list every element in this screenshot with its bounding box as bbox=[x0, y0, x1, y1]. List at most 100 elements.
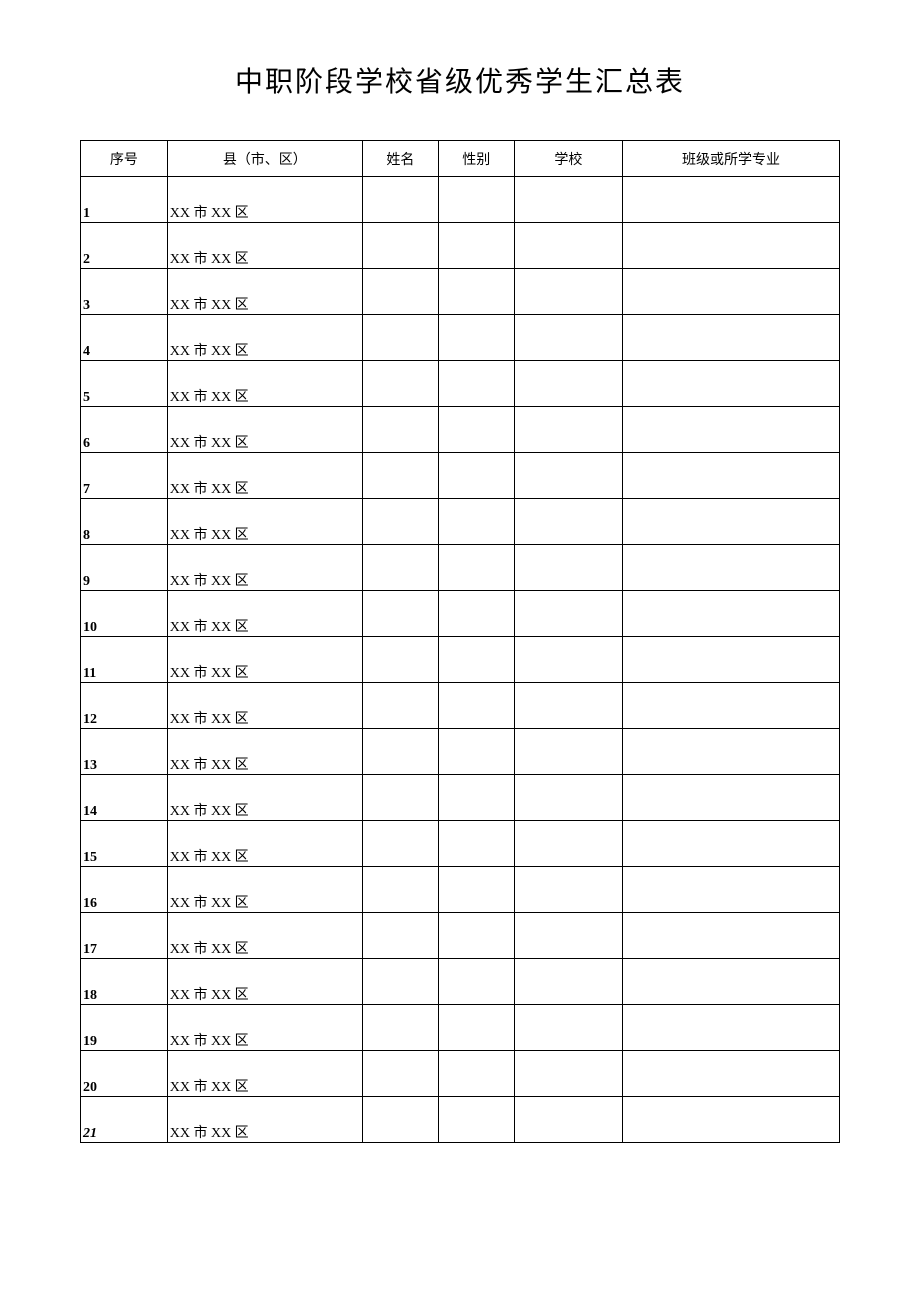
cell-county: XX 市 XX 区 bbox=[167, 453, 362, 499]
cell-major bbox=[623, 1005, 840, 1051]
cell-seq: 8 bbox=[81, 499, 168, 545]
cell-county: XX 市 XX 区 bbox=[167, 177, 362, 223]
cell-seq: 12 bbox=[81, 683, 168, 729]
table-row: 21XX 市 XX 区 bbox=[81, 1097, 840, 1143]
cell-name bbox=[362, 775, 438, 821]
cell-school bbox=[514, 499, 622, 545]
cell-major bbox=[623, 361, 840, 407]
table-row: 13XX 市 XX 区 bbox=[81, 729, 840, 775]
cell-school bbox=[514, 269, 622, 315]
cell-county: XX 市 XX 区 bbox=[167, 407, 362, 453]
cell-seq: 7 bbox=[81, 453, 168, 499]
cell-seq: 4 bbox=[81, 315, 168, 361]
cell-seq: 11 bbox=[81, 637, 168, 683]
cell-gender bbox=[438, 683, 514, 729]
header-name: 姓名 bbox=[362, 141, 438, 177]
cell-seq: 1 bbox=[81, 177, 168, 223]
cell-school bbox=[514, 315, 622, 361]
cell-seq: 21 bbox=[81, 1097, 168, 1143]
cell-school bbox=[514, 223, 622, 269]
cell-seq: 17 bbox=[81, 913, 168, 959]
table-row: 11XX 市 XX 区 bbox=[81, 637, 840, 683]
cell-school bbox=[514, 545, 622, 591]
summary-table: 序号 县（市、区） 姓名 性别 学校 班级或所学专业 1XX 市 XX 区2XX… bbox=[80, 140, 840, 1143]
cell-gender bbox=[438, 913, 514, 959]
cell-school bbox=[514, 407, 622, 453]
cell-school bbox=[514, 637, 622, 683]
table-row: 9XX 市 XX 区 bbox=[81, 545, 840, 591]
table-row: 18XX 市 XX 区 bbox=[81, 959, 840, 1005]
cell-name bbox=[362, 361, 438, 407]
cell-name bbox=[362, 499, 438, 545]
cell-major bbox=[623, 683, 840, 729]
cell-name bbox=[362, 591, 438, 637]
cell-seq: 13 bbox=[81, 729, 168, 775]
table-row: 2XX 市 XX 区 bbox=[81, 223, 840, 269]
cell-name bbox=[362, 545, 438, 591]
cell-major bbox=[623, 499, 840, 545]
cell-name bbox=[362, 223, 438, 269]
table-row: 16XX 市 XX 区 bbox=[81, 867, 840, 913]
cell-gender bbox=[438, 591, 514, 637]
cell-name bbox=[362, 177, 438, 223]
cell-major bbox=[623, 591, 840, 637]
header-gender: 性别 bbox=[438, 141, 514, 177]
cell-seq: 9 bbox=[81, 545, 168, 591]
cell-gender bbox=[438, 177, 514, 223]
cell-gender bbox=[438, 223, 514, 269]
cell-seq: 6 bbox=[81, 407, 168, 453]
table-row: 6XX 市 XX 区 bbox=[81, 407, 840, 453]
cell-seq: 10 bbox=[81, 591, 168, 637]
cell-seq: 19 bbox=[81, 1005, 168, 1051]
cell-major bbox=[623, 315, 840, 361]
cell-school bbox=[514, 1097, 622, 1143]
cell-county: XX 市 XX 区 bbox=[167, 637, 362, 683]
table-row: 20XX 市 XX 区 bbox=[81, 1051, 840, 1097]
cell-county: XX 市 XX 区 bbox=[167, 729, 362, 775]
cell-gender bbox=[438, 545, 514, 591]
cell-gender bbox=[438, 1005, 514, 1051]
cell-major bbox=[623, 729, 840, 775]
table-row: 3XX 市 XX 区 bbox=[81, 269, 840, 315]
cell-school bbox=[514, 821, 622, 867]
header-county: 县（市、区） bbox=[167, 141, 362, 177]
cell-county: XX 市 XX 区 bbox=[167, 361, 362, 407]
cell-seq: 3 bbox=[81, 269, 168, 315]
cell-seq: 18 bbox=[81, 959, 168, 1005]
cell-name bbox=[362, 959, 438, 1005]
cell-major bbox=[623, 177, 840, 223]
cell-county: XX 市 XX 区 bbox=[167, 591, 362, 637]
cell-school bbox=[514, 1051, 622, 1097]
table-body: 1XX 市 XX 区2XX 市 XX 区3XX 市 XX 区4XX 市 XX 区… bbox=[81, 177, 840, 1143]
cell-county: XX 市 XX 区 bbox=[167, 913, 362, 959]
cell-county: XX 市 XX 区 bbox=[167, 223, 362, 269]
cell-school bbox=[514, 913, 622, 959]
cell-major bbox=[623, 269, 840, 315]
cell-county: XX 市 XX 区 bbox=[167, 1005, 362, 1051]
cell-name bbox=[362, 269, 438, 315]
cell-major bbox=[623, 959, 840, 1005]
cell-gender bbox=[438, 269, 514, 315]
cell-major bbox=[623, 637, 840, 683]
cell-school bbox=[514, 959, 622, 1005]
header-major: 班级或所学专业 bbox=[623, 141, 840, 177]
cell-seq: 2 bbox=[81, 223, 168, 269]
cell-gender bbox=[438, 959, 514, 1005]
cell-name bbox=[362, 867, 438, 913]
cell-county: XX 市 XX 区 bbox=[167, 1097, 362, 1143]
cell-major bbox=[623, 913, 840, 959]
cell-school bbox=[514, 177, 622, 223]
cell-county: XX 市 XX 区 bbox=[167, 499, 362, 545]
cell-name bbox=[362, 637, 438, 683]
table-row: 1XX 市 XX 区 bbox=[81, 177, 840, 223]
cell-gender bbox=[438, 867, 514, 913]
cell-name bbox=[362, 729, 438, 775]
header-school: 学校 bbox=[514, 141, 622, 177]
cell-school bbox=[514, 775, 622, 821]
table-row: 7XX 市 XX 区 bbox=[81, 453, 840, 499]
cell-county: XX 市 XX 区 bbox=[167, 821, 362, 867]
cell-school bbox=[514, 1005, 622, 1051]
cell-name bbox=[362, 407, 438, 453]
cell-name bbox=[362, 1005, 438, 1051]
page-title: 中职阶段学校省级优秀学生汇总表 bbox=[80, 60, 840, 100]
